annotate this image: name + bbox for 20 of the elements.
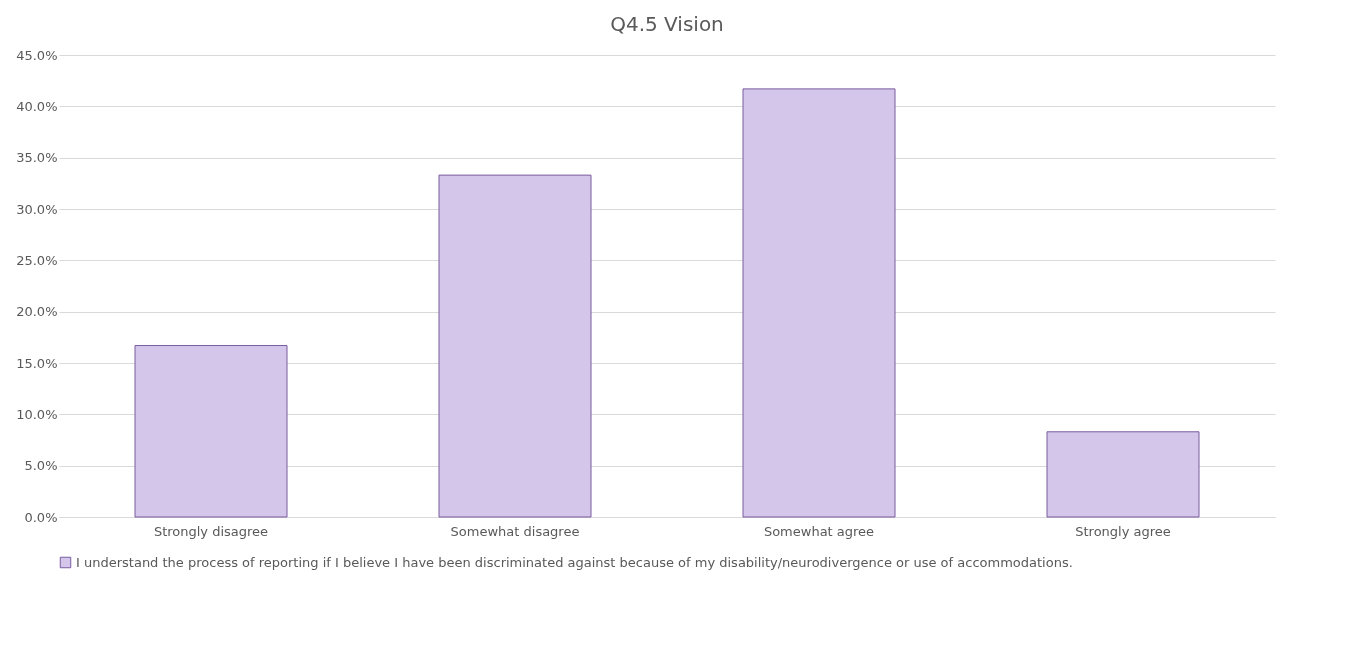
x-tick-label: Somewhat agree xyxy=(763,523,875,539)
bar xyxy=(134,345,288,518)
y-tick-label: 10.0% xyxy=(16,406,58,422)
y-tick-label: 40.0% xyxy=(16,98,58,114)
x-tick-label: Somewhat disagree xyxy=(450,523,580,539)
bar xyxy=(1046,431,1200,518)
y-tick-label: 5.0% xyxy=(24,458,58,474)
y-tick-label: 25.0% xyxy=(16,252,58,268)
x-tick-label: Strongly agree xyxy=(1075,523,1171,539)
y-tick-label: 35.0% xyxy=(16,150,58,166)
chart-title: Q4.5 Vision xyxy=(610,12,724,36)
x-tick-label: Strongly disagree xyxy=(153,523,269,539)
y-tick-label: 30.0% xyxy=(16,201,58,217)
legend-label: I understand the process of reporting if I believe I have been discriminated against because of my disability/neurodivergence or use of accommodations. xyxy=(76,554,1073,570)
y-tick-label: 0.0% xyxy=(24,509,58,525)
bar xyxy=(742,88,896,518)
y-tick-label: 15.0% xyxy=(16,355,58,371)
bar xyxy=(438,174,592,518)
y-tick-label: 20.0% xyxy=(16,304,58,320)
y-tick-label: 45.0% xyxy=(16,47,58,63)
